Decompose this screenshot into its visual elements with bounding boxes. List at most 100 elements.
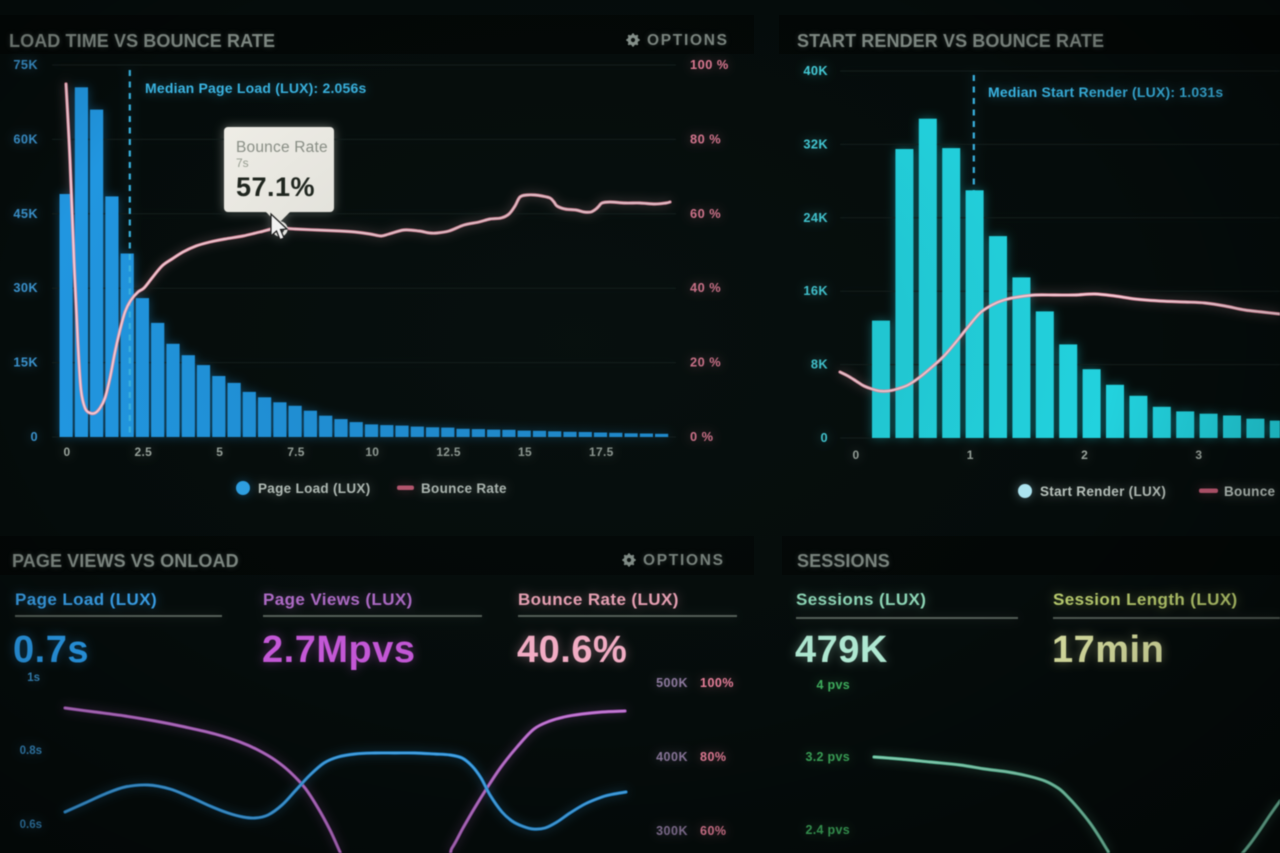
- svg-text:Bounce R: Bounce R: [1224, 484, 1280, 499]
- svg-text:Page Load (LUX): Page Load (LUX): [258, 481, 371, 496]
- svg-text:100%: 100%: [700, 676, 734, 690]
- svg-text:Sessions (LUX): Sessions (LUX): [796, 590, 926, 609]
- svg-text:80 %: 80 %: [690, 131, 721, 146]
- svg-text:8K: 8K: [811, 357, 829, 372]
- svg-text:32K: 32K: [803, 136, 828, 151]
- svg-text:17.5: 17.5: [589, 445, 614, 459]
- svg-text:1s: 1s: [27, 672, 40, 684]
- svg-text:15K: 15K: [13, 355, 38, 370]
- svg-text:80 %: 80 %: [690, 131, 721, 146]
- svg-text:Page Views (LUX): Page Views (LUX): [263, 590, 413, 609]
- svg-text:2.4 pvs: 2.4 pvs: [806, 823, 851, 837]
- svg-text:15K: 15K: [13, 355, 38, 370]
- svg-text:400K: 400K: [656, 750, 688, 764]
- svg-text:30K: 30K: [13, 280, 38, 295]
- svg-text:5: 5: [216, 445, 223, 459]
- svg-text:4 pvs: 4 pvs: [817, 678, 850, 692]
- svg-text:2: 2: [1081, 448, 1088, 462]
- svg-text:60%: 60%: [700, 824, 727, 838]
- svg-text:57.1%: 57.1%: [236, 172, 315, 202]
- svg-text:17min: 17min: [1052, 629, 1164, 671]
- svg-text:Session Length (LUX): Session Length (LUX): [1053, 590, 1238, 609]
- svg-text:3: 3: [1195, 448, 1202, 462]
- svg-text:0: 0: [853, 448, 860, 462]
- svg-text:12.5: 12.5: [436, 445, 461, 459]
- svg-text:0: 0: [64, 445, 71, 459]
- svg-text:32K: 32K: [803, 136, 828, 151]
- svg-text:Page Load (LUX): Page Load (LUX): [15, 590, 157, 609]
- svg-text:17.5: 17.5: [589, 445, 614, 459]
- svg-text:0.8s: 0.8s: [20, 745, 42, 757]
- svg-text:4 pvs: 4 pvs: [817, 678, 850, 692]
- svg-text:Median Start Render (LUX): 1.0: Median Start Render (LUX): 1.031s: [988, 84, 1223, 100]
- svg-text:Page Load (LUX): Page Load (LUX): [258, 481, 371, 496]
- svg-text:80%: 80%: [700, 750, 727, 764]
- svg-text:24K: 24K: [803, 210, 828, 225]
- svg-text:3: 3: [1195, 448, 1202, 462]
- svg-text:2.7Mpvs: 2.7Mpvs: [262, 629, 415, 671]
- svg-text:0: 0: [820, 430, 828, 445]
- svg-text:15: 15: [518, 445, 532, 459]
- svg-text:40.6%: 40.6%: [517, 629, 627, 671]
- svg-text:100 %: 100 %: [690, 57, 729, 72]
- svg-text:0.6s: 0.6s: [20, 819, 42, 831]
- svg-text:0.7s: 0.7s: [13, 629, 89, 671]
- svg-text:0: 0: [30, 429, 38, 444]
- svg-text:Page Load (LUX): Page Load (LUX): [15, 590, 157, 609]
- svg-text:Bounce Rate: Bounce Rate: [421, 481, 507, 496]
- svg-text:60%: 60%: [700, 824, 727, 838]
- svg-text:2: 2: [1081, 448, 1088, 462]
- svg-text:7s: 7s: [236, 156, 249, 170]
- svg-text:20 %: 20 %: [690, 355, 721, 370]
- svg-text:Bounce Rate: Bounce Rate: [421, 481, 507, 496]
- svg-text:2.5: 2.5: [135, 445, 153, 459]
- svg-text:1s: 1s: [27, 672, 40, 684]
- svg-text:100 %: 100 %: [690, 57, 729, 72]
- svg-text:Bounce Rate: Bounce Rate: [236, 139, 328, 156]
- svg-text:479K: 479K: [795, 629, 888, 671]
- svg-text:0.7s: 0.7s: [13, 629, 89, 671]
- svg-text:45K: 45K: [13, 206, 38, 221]
- svg-text:1: 1: [967, 448, 974, 462]
- svg-text:5: 5: [216, 445, 223, 459]
- svg-text:0.8s: 0.8s: [20, 745, 42, 757]
- svg-text:20 %: 20 %: [690, 355, 721, 370]
- svg-text:30K: 30K: [13, 280, 38, 295]
- svg-text:Bounce R: Bounce R: [1224, 484, 1280, 499]
- svg-text:Median Page Load (LUX): 2.056s: Median Page Load (LUX): 2.056s: [145, 80, 367, 96]
- svg-text:80%: 80%: [700, 750, 727, 764]
- svg-text:479K: 479K: [795, 629, 888, 671]
- svg-text:40 %: 40 %: [690, 280, 721, 295]
- svg-text:0.6s: 0.6s: [20, 819, 42, 831]
- svg-text:3.2 pvs: 3.2 pvs: [806, 750, 851, 764]
- svg-text:Sessions (LUX): Sessions (LUX): [796, 590, 926, 609]
- svg-text:0 %: 0 %: [690, 429, 714, 444]
- svg-text:60K: 60K: [13, 131, 38, 146]
- svg-text:Bounce Rate (LUX): Bounce Rate (LUX): [518, 590, 679, 609]
- svg-text:Start Render (LUX): Start Render (LUX): [1040, 484, 1166, 499]
- svg-text:7.5: 7.5: [287, 445, 305, 459]
- svg-text:0: 0: [30, 429, 38, 444]
- svg-text:10: 10: [365, 445, 379, 459]
- svg-text:45K: 45K: [13, 206, 38, 221]
- svg-text:40 %: 40 %: [690, 280, 721, 295]
- svg-text:Median Start Render (LUX): 1.0: Median Start Render (LUX): 1.031s: [988, 84, 1223, 100]
- svg-text:2.5: 2.5: [135, 445, 153, 459]
- svg-text:1: 1: [967, 448, 974, 462]
- svg-text:400K: 400K: [656, 750, 688, 764]
- svg-text:40K: 40K: [803, 63, 828, 78]
- svg-text:40.6%: 40.6%: [517, 629, 627, 671]
- svg-text:Start Render (LUX): Start Render (LUX): [1040, 484, 1166, 499]
- svg-text:2.7Mpvs: 2.7Mpvs: [262, 629, 415, 671]
- svg-text:Bounce Rate (LUX): Bounce Rate (LUX): [518, 590, 679, 609]
- svg-text:500K: 500K: [656, 676, 688, 690]
- svg-text:500K: 500K: [656, 676, 688, 690]
- svg-text:60 %: 60 %: [690, 206, 721, 221]
- svg-text:2.4 pvs: 2.4 pvs: [806, 823, 851, 837]
- svg-text:60 %: 60 %: [690, 206, 721, 221]
- svg-text:60K: 60K: [13, 131, 38, 146]
- svg-text:16K: 16K: [803, 283, 828, 298]
- svg-text:Page Views (LUX): Page Views (LUX): [263, 590, 413, 609]
- svg-text:15: 15: [518, 445, 532, 459]
- svg-text:24K: 24K: [803, 210, 828, 225]
